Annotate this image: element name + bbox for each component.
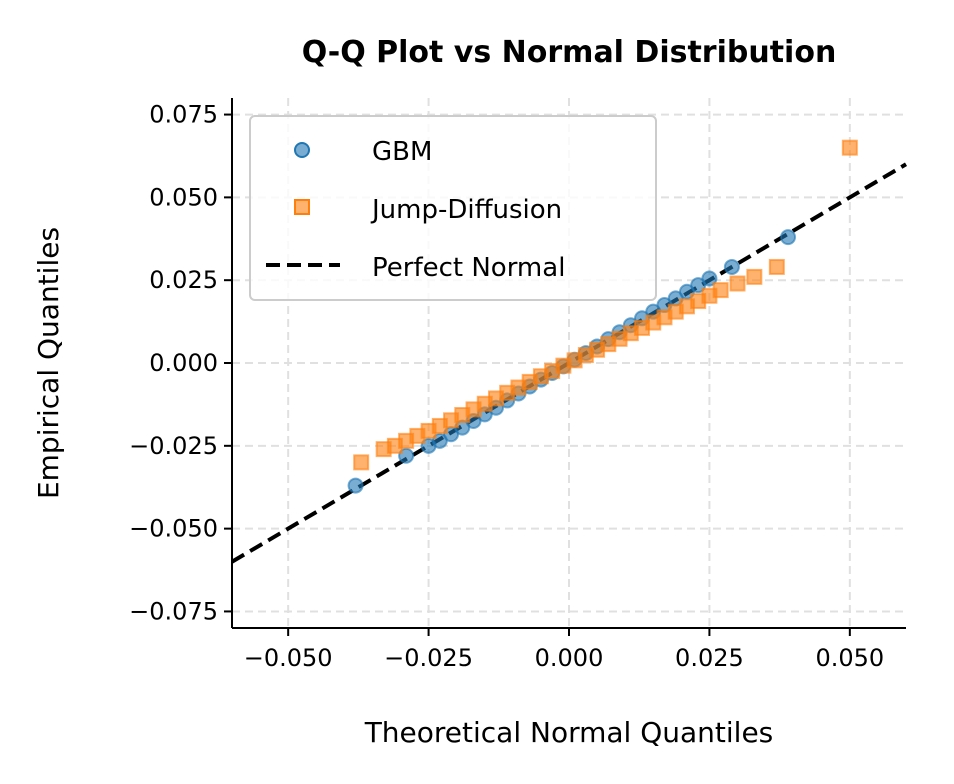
x-tick-label: 0.050 [815, 644, 884, 672]
jump-diffusion-point [746, 268, 763, 285]
gbm-point [780, 229, 797, 246]
jump-diffusion-point [841, 139, 858, 156]
x-axis-label: Theoretical Normal Quantiles [364, 716, 774, 749]
x-tick-label: −0.025 [384, 644, 473, 672]
legend-marker-jump [294, 199, 310, 215]
legend-box [249, 115, 657, 301]
gbm-point [723, 258, 740, 275]
legend-marker-gbm [294, 142, 310, 158]
legend: GBM Jump-Diffusion Perfect Normal [249, 115, 657, 301]
jump-diffusion-point [353, 454, 370, 471]
jump-diffusion-point [712, 282, 729, 299]
chart-title: Q-Q Plot vs Normal Distribution [302, 35, 837, 70]
axes: −0.050 −0.025 0.000 0.025 0.050 −0.075 −0.050 −… [129, 98, 906, 672]
x-tick-label: 0.025 [675, 644, 744, 672]
y-tick-label: −0.025 [129, 432, 218, 460]
gbm-point [347, 477, 364, 494]
legend-label-gbm: GBM [372, 137, 432, 167]
y-tick-label: 0.075 [149, 101, 218, 129]
y-tick-label: −0.050 [129, 515, 218, 543]
y-axis-label: Empirical Quantiles [32, 227, 65, 499]
y-tick-label: −0.075 [129, 597, 218, 625]
gbm-point [701, 270, 718, 287]
jump-diffusion-point [729, 275, 746, 292]
jump-diffusion-point [768, 258, 785, 275]
x-tick-label: −0.050 [244, 644, 333, 672]
y-tick-label: 0.025 [149, 266, 218, 294]
y-tick-label: 0.000 [149, 349, 218, 377]
x-tick-label: 0.000 [535, 644, 604, 672]
legend-label-jump: Jump-Diffusion [370, 195, 562, 225]
legend-label-normal: Perfect Normal [372, 253, 565, 283]
y-tick-label: 0.050 [149, 183, 218, 211]
points [347, 139, 858, 494]
